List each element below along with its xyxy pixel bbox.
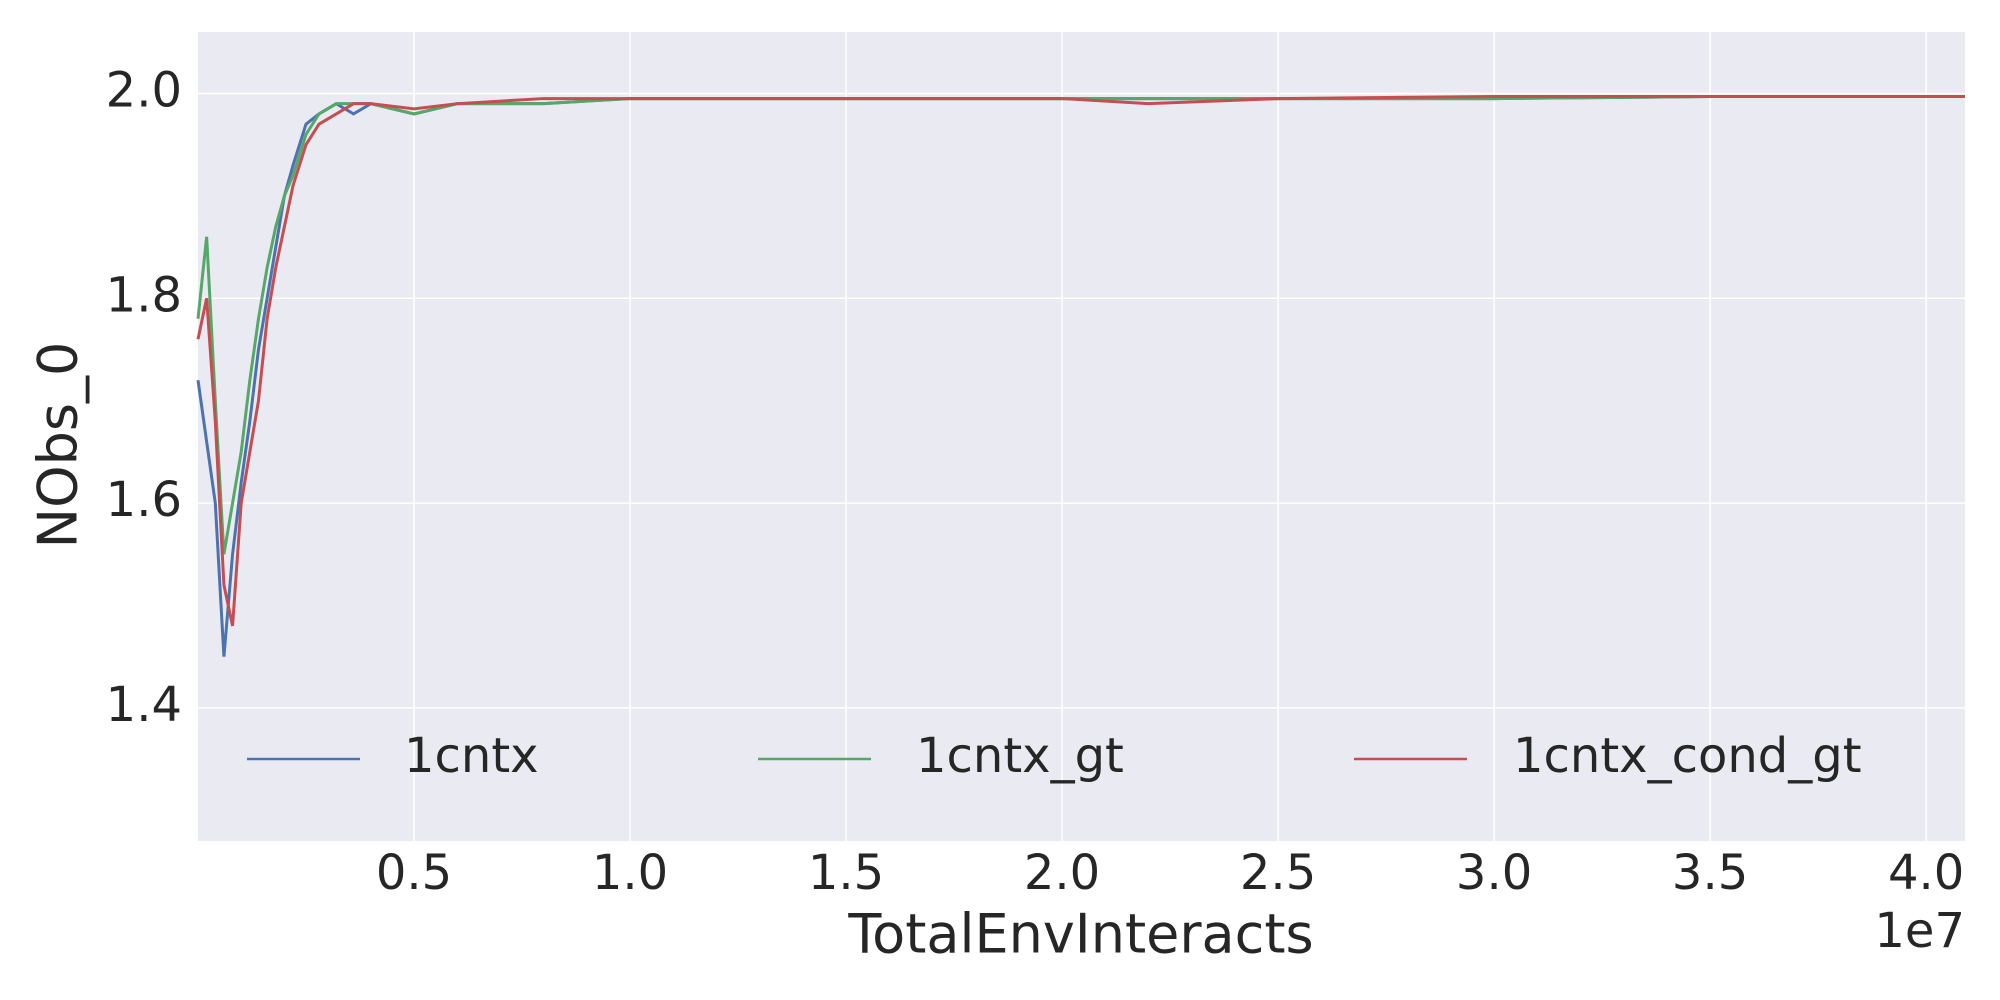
x-offset-label: 1e7 — [1874, 903, 1965, 959]
y-tick-label: 1.4 — [106, 677, 182, 733]
y-axis-label: NObs_0 — [27, 342, 90, 549]
x-tick-label: 2.0 — [1024, 845, 1100, 901]
x-axis-label: TotalEnvInteracts — [847, 903, 1313, 966]
y-tick-label: 1.6 — [106, 472, 182, 528]
x-tick-label: 4.0 — [1888, 845, 1964, 901]
x-tick-label: 0.5 — [376, 845, 452, 901]
legend-label: 1cntx_cond_gt — [1513, 728, 1862, 784]
plot-area — [198, 32, 1965, 841]
x-tick-label: 3.0 — [1456, 845, 1532, 901]
x-tick-label: 3.5 — [1672, 845, 1748, 901]
series-line — [196, 95, 1965, 627]
y-tick-label: 2.0 — [106, 62, 182, 118]
legend-label: 1cntx — [404, 728, 539, 784]
series-line — [196, 95, 1965, 555]
y-tick-label: 1.8 — [106, 267, 182, 323]
legend-label: 1cntx_gt — [916, 728, 1124, 784]
x-tick-label: 1.5 — [808, 845, 884, 901]
x-tick-label: 2.5 — [1240, 845, 1316, 901]
x-tick-label: 1.0 — [592, 845, 668, 901]
